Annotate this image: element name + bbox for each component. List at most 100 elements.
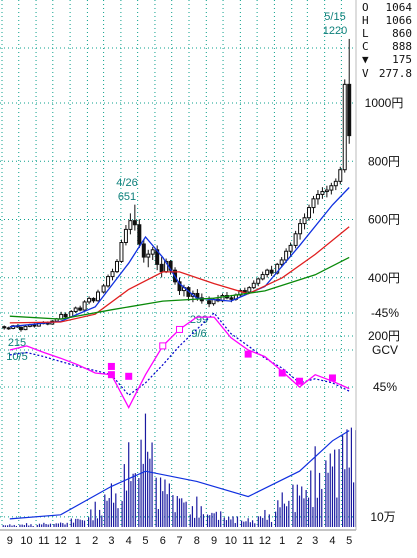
candle-body <box>307 207 312 219</box>
ohlc-label-open: O <box>362 1 369 14</box>
gcv-marker <box>107 362 115 370</box>
price-axis-label: 200円 <box>368 329 400 343</box>
candle-body <box>320 191 325 195</box>
month-tick-label: 12 <box>259 535 271 547</box>
low2-date-label: 9/6 <box>191 328 206 340</box>
month-tick-label: 5 <box>346 535 352 547</box>
peak-date-label: 4/26 <box>116 177 137 189</box>
volume-layer <box>2 413 357 527</box>
month-tick-label: 8 <box>194 535 200 547</box>
candle-body <box>87 297 92 303</box>
high-value-label: 1220 <box>323 25 347 37</box>
candle-body <box>338 169 343 182</box>
price-axis-label: 1000円 <box>365 96 404 110</box>
candle-body <box>288 244 293 252</box>
candle-body <box>247 287 252 293</box>
candle-body <box>293 233 298 246</box>
month-tick-label: 9 <box>7 535 13 547</box>
month-tick-label: 10 <box>225 535 237 547</box>
candle-body <box>132 220 137 226</box>
ohlc-value-low: 860 <box>392 27 412 40</box>
month-tick-label: 4 <box>126 535 132 547</box>
candle-body <box>177 281 182 292</box>
ohlc-label-change: ▼ <box>362 53 369 66</box>
gcv-marker <box>296 377 304 385</box>
candle-body <box>137 224 142 245</box>
month-tick-label: 4 <box>329 535 335 547</box>
low1-value-label: 215 <box>8 337 26 349</box>
ohlc-value-close: 888 <box>392 40 412 53</box>
candle-body <box>123 228 128 244</box>
gcv-marker <box>176 325 184 333</box>
month-tick-label: 7 <box>176 535 182 547</box>
gcv-marker <box>159 342 167 350</box>
candle-body <box>78 307 83 311</box>
candle-body <box>298 223 303 235</box>
candle-body <box>101 285 106 293</box>
gcv-marker <box>125 372 133 380</box>
ohlc-value-change: 175 <box>392 53 412 66</box>
candle-body <box>141 243 146 258</box>
moving-average-layer <box>9 187 350 328</box>
candle-body <box>63 313 68 318</box>
month-tick-label: 12 <box>54 535 66 547</box>
ohlc-label-close: C <box>362 40 369 53</box>
candle-body <box>269 269 274 274</box>
candle-body <box>311 198 316 209</box>
month-tick-label: 6 <box>160 535 166 547</box>
candle-body <box>324 189 329 193</box>
moving-average-long <box>9 256 350 320</box>
price-annotations: 5/15 1220 4/26 651 299 9/6 215 10/5 <box>6 11 347 363</box>
price-axis-label: 800円 <box>368 154 400 168</box>
price-layer <box>2 38 352 332</box>
candle-body <box>18 326 23 331</box>
candle-body <box>256 278 261 284</box>
price-axis-label: 600円 <box>368 213 400 227</box>
candle-body <box>260 274 265 280</box>
month-tick-label: 11 <box>38 535 49 547</box>
moving-average-mid <box>9 226 350 324</box>
candle-body <box>315 193 320 200</box>
candle-body <box>91 297 96 302</box>
gcv-axis-label: 45% <box>373 380 397 394</box>
gcv-marker <box>107 371 115 379</box>
candle-body <box>251 282 256 289</box>
candle-body <box>347 83 352 137</box>
candle-body <box>329 185 334 191</box>
gcv-marker <box>244 350 252 358</box>
grid-layer <box>0 0 356 527</box>
gcv-axis-label: -45% <box>371 306 399 320</box>
volume-axis-label: 10万 <box>370 510 395 524</box>
candle-body <box>146 253 151 258</box>
candle-body <box>242 290 247 293</box>
candle-body <box>284 250 289 261</box>
candle-body <box>302 217 307 225</box>
ohlc-value-volume: 277.8 <box>379 67 412 80</box>
ohlc-value-open: 1064 <box>386 1 413 14</box>
gcv-axis-label: GCV <box>372 343 398 357</box>
candle-body <box>207 300 212 305</box>
candle-body <box>110 271 115 278</box>
low1-date-label: 10/5 <box>6 351 27 363</box>
ohlc-panel: O 1064 H 1066 L 860 C 888 ▼ 175 V 277.8 <box>362 1 412 80</box>
candle-body <box>150 249 155 255</box>
ohlc-label-low: L <box>362 27 369 40</box>
candle-body <box>106 276 111 287</box>
month-tick-label: 5 <box>142 535 148 547</box>
gcv-marker <box>278 369 286 377</box>
price-axis-label: 400円 <box>368 271 400 285</box>
month-tick-label: 2 <box>92 535 98 547</box>
month-tick-label: 3 <box>312 535 318 547</box>
ohlc-value-high: 1066 <box>386 14 413 27</box>
ohlc-label-volume: V <box>362 67 369 80</box>
month-tick-label: 1 <box>75 535 81 547</box>
candle-body <box>82 301 87 311</box>
candle-body <box>159 263 164 273</box>
candle-body <box>275 263 280 274</box>
candle-body <box>6 327 11 330</box>
candle-body <box>342 83 347 171</box>
